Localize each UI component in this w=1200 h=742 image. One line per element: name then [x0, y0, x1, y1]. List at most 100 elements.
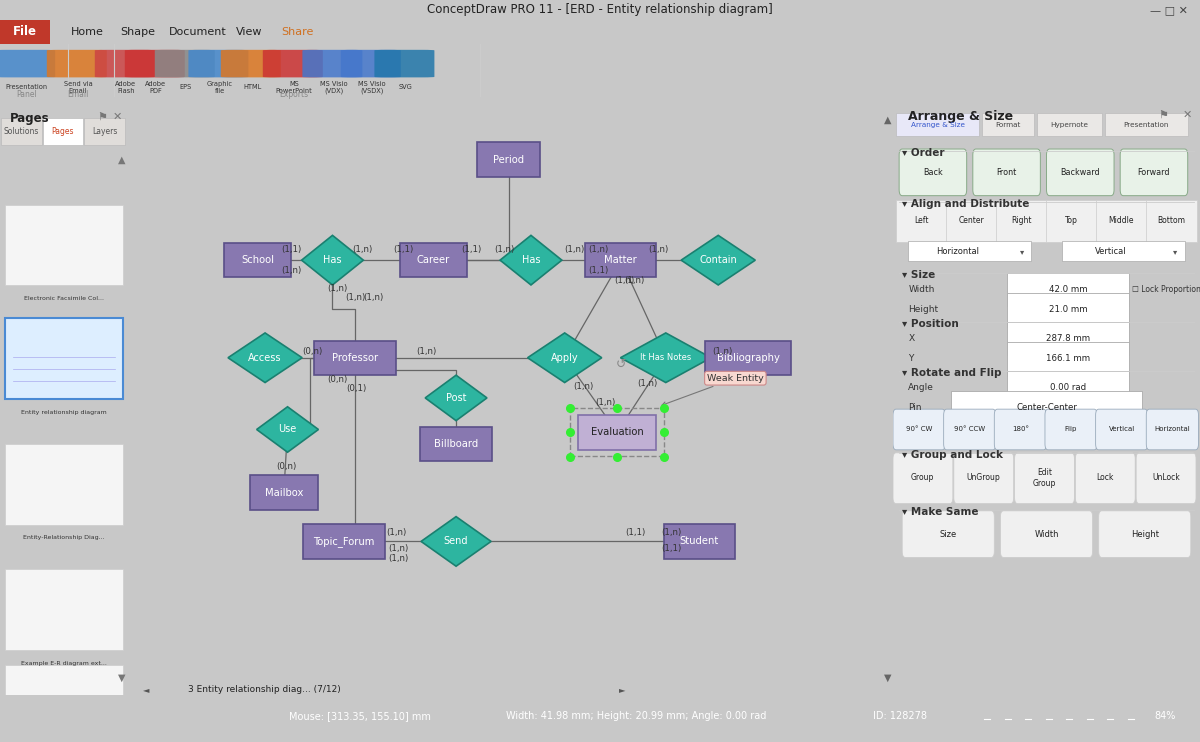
Text: (1,1): (1,1)	[588, 266, 608, 275]
Text: 21.0 mm: 21.0 mm	[1049, 306, 1087, 315]
FancyBboxPatch shape	[188, 50, 248, 77]
Text: Height: Height	[908, 306, 938, 315]
Text: Arrange & Size: Arrange & Size	[911, 122, 965, 128]
Text: (1,1): (1,1)	[625, 528, 646, 537]
Text: Hypernote: Hypernote	[1050, 122, 1088, 128]
Text: EPS: EPS	[180, 85, 192, 91]
Text: (1,n): (1,n)	[328, 284, 348, 293]
Text: Lock: Lock	[1097, 473, 1114, 482]
Text: 90° CCW: 90° CCW	[954, 427, 985, 433]
Text: Vertical: Vertical	[1096, 247, 1127, 256]
Text: (1,n): (1,n)	[389, 554, 408, 563]
Text: (1,n): (1,n)	[386, 528, 407, 537]
Text: (1,n): (1,n)	[389, 545, 408, 554]
Text: Evaluation: Evaluation	[590, 427, 643, 437]
Text: 180°: 180°	[1012, 427, 1028, 433]
Text: (1,n): (1,n)	[353, 246, 372, 255]
Text: (1,1): (1,1)	[661, 545, 682, 554]
Text: ▾ Order: ▾ Order	[902, 148, 944, 158]
Text: Vertical: Vertical	[1109, 427, 1135, 433]
Text: SVG: SVG	[398, 85, 413, 91]
FancyBboxPatch shape	[5, 444, 122, 525]
Text: ▾ Align and Distribute: ▾ Align and Distribute	[902, 199, 1030, 209]
FancyBboxPatch shape	[1001, 510, 1092, 557]
Text: Width: Width	[908, 285, 935, 294]
Polygon shape	[682, 235, 755, 285]
FancyBboxPatch shape	[5, 318, 122, 399]
Text: MS
PowerPoint: MS PowerPoint	[276, 81, 312, 94]
FancyBboxPatch shape	[302, 524, 385, 559]
Text: (1,1): (1,1)	[394, 246, 414, 255]
FancyBboxPatch shape	[0, 50, 55, 77]
Text: — □ ✕: — □ ✕	[1150, 5, 1188, 15]
FancyBboxPatch shape	[893, 409, 946, 450]
FancyBboxPatch shape	[155, 50, 215, 77]
Text: (0,n): (0,n)	[302, 347, 323, 356]
FancyBboxPatch shape	[313, 341, 396, 375]
Text: Professor: Professor	[332, 352, 378, 363]
Text: Period: Period	[493, 155, 524, 165]
Text: Graphic
file: Graphic file	[206, 81, 233, 94]
Text: Arrange & Size: Arrange & Size	[908, 110, 1014, 123]
Text: Home: Home	[71, 27, 104, 36]
Text: Electronic Facsimile Col...: Electronic Facsimile Col...	[24, 296, 104, 301]
Text: MS Visio
(VSDX): MS Visio (VSDX)	[358, 81, 386, 94]
Text: Center-Center: Center-Center	[1016, 404, 1076, 413]
FancyBboxPatch shape	[954, 453, 1014, 504]
Polygon shape	[301, 235, 364, 285]
Text: Presentation: Presentation	[1123, 122, 1169, 128]
Text: ✕: ✕	[113, 112, 122, 122]
FancyBboxPatch shape	[400, 243, 467, 278]
Text: Pages: Pages	[11, 112, 50, 125]
Text: (0,1): (0,1)	[347, 384, 366, 393]
Text: Billboard: Billboard	[434, 439, 478, 449]
Text: Example E-R diagram ext...: Example E-R diagram ext...	[22, 661, 107, 666]
Text: Top: Top	[1064, 216, 1078, 226]
FancyBboxPatch shape	[250, 476, 318, 510]
FancyBboxPatch shape	[1146, 409, 1199, 450]
Text: Height: Height	[1130, 530, 1159, 539]
Text: Share: Share	[282, 27, 313, 36]
Polygon shape	[620, 333, 712, 383]
Text: (1,n): (1,n)	[564, 246, 584, 255]
Text: (1,n): (1,n)	[364, 293, 384, 302]
Text: UnLock: UnLock	[1152, 473, 1180, 482]
Text: (1,n): (1,n)	[637, 379, 658, 388]
FancyBboxPatch shape	[664, 524, 736, 559]
FancyBboxPatch shape	[952, 391, 1141, 424]
FancyBboxPatch shape	[1046, 149, 1114, 196]
FancyBboxPatch shape	[1007, 342, 1129, 375]
Text: (1,n): (1,n)	[595, 398, 616, 407]
Text: (1,1): (1,1)	[281, 246, 301, 255]
Text: Width: 41.98 mm; Height: 20.99 mm; Angle: 0.00 rad: Width: 41.98 mm; Height: 20.99 mm; Angle…	[506, 711, 766, 721]
FancyBboxPatch shape	[586, 243, 656, 278]
FancyBboxPatch shape	[982, 113, 1034, 136]
Text: (1,n): (1,n)	[588, 246, 608, 255]
Text: Panel: Panel	[16, 90, 37, 99]
Text: School: School	[241, 255, 274, 265]
Polygon shape	[500, 235, 562, 285]
Text: ◄: ◄	[143, 685, 150, 694]
Text: 166.1 mm: 166.1 mm	[1046, 355, 1090, 364]
Text: Layers: Layers	[92, 127, 118, 137]
Text: Email: Email	[67, 90, 89, 99]
Text: Size: Size	[940, 530, 956, 539]
Text: (1,1): (1,1)	[461, 246, 481, 255]
Text: Angle: Angle	[908, 383, 935, 392]
Text: Topic_Forum: Topic_Forum	[313, 536, 374, 547]
Text: Front: Front	[996, 168, 1016, 177]
Text: ▾ Position: ▾ Position	[902, 320, 959, 329]
Text: Adobe
Flash: Adobe Flash	[115, 81, 137, 94]
Text: Backward: Backward	[1061, 168, 1100, 177]
Text: (0,n): (0,n)	[277, 462, 296, 471]
FancyBboxPatch shape	[1075, 453, 1135, 504]
Text: (1,n): (1,n)	[712, 347, 732, 356]
Text: ▼: ▼	[118, 673, 125, 683]
FancyBboxPatch shape	[1014, 453, 1074, 504]
Text: Shape: Shape	[120, 27, 156, 36]
Text: Solutions: Solutions	[4, 127, 40, 137]
FancyBboxPatch shape	[1007, 371, 1129, 404]
Text: (0,n): (0,n)	[328, 375, 348, 384]
Text: ▾ Size: ▾ Size	[902, 270, 936, 280]
Text: Mailbox: Mailbox	[265, 487, 302, 498]
